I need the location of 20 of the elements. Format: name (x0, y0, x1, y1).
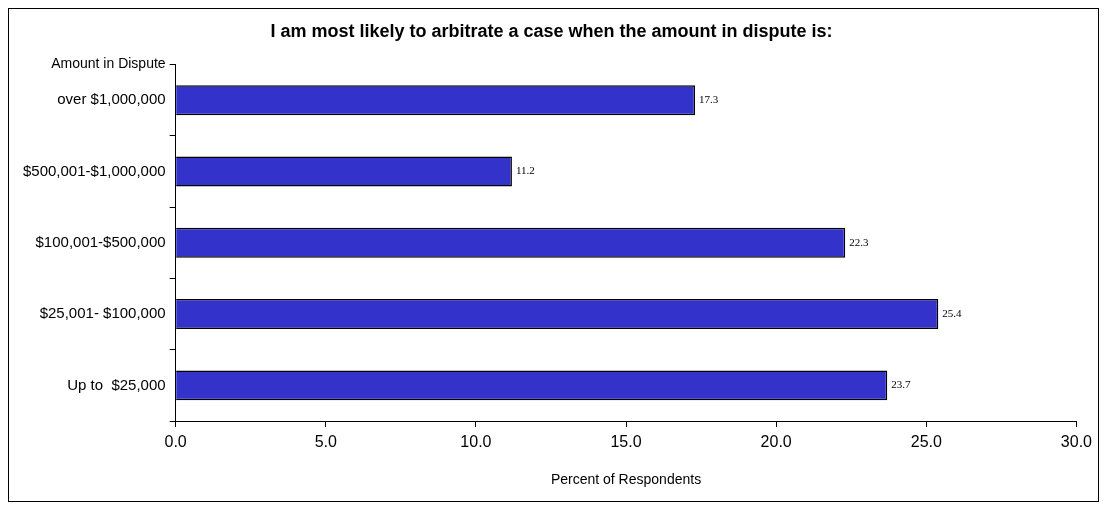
y-tick-label: $100,001-$500,000 (35, 232, 166, 250)
x-tick-label: 20.0 (760, 433, 792, 451)
data-label: 17.3 (699, 93, 719, 106)
x-axis-title: Percent of Respondents (550, 471, 702, 488)
x-tick-label: 25.0 (910, 433, 942, 451)
x-tick-label: 30.0 (1060, 433, 1093, 451)
y-tick-label: $500,001-$1,000,000 (22, 161, 166, 179)
data-label: 11.2 (515, 164, 535, 177)
x-tick-label: 10.0 (460, 433, 492, 451)
chart-title: I am most likely to arbitrate a case when the amount in dispute is: (270, 20, 833, 41)
data-label: 23.7 (891, 378, 912, 391)
x-tick-label: 0.0 (164, 433, 187, 451)
data-label: 22.3 (849, 235, 869, 248)
x-tick-label: 15.0 (610, 433, 642, 451)
x-tick-label: 5.0 (314, 433, 337, 451)
data-label: 25.4 (942, 306, 963, 319)
y-tick-label: Up to $25,000 (67, 375, 166, 393)
y-tick-label: $25,001- $100,000 (39, 304, 166, 322)
y-tick-label: over $1,000,000 (57, 90, 166, 108)
y-axis-title: Amount in Dispute (51, 55, 166, 72)
